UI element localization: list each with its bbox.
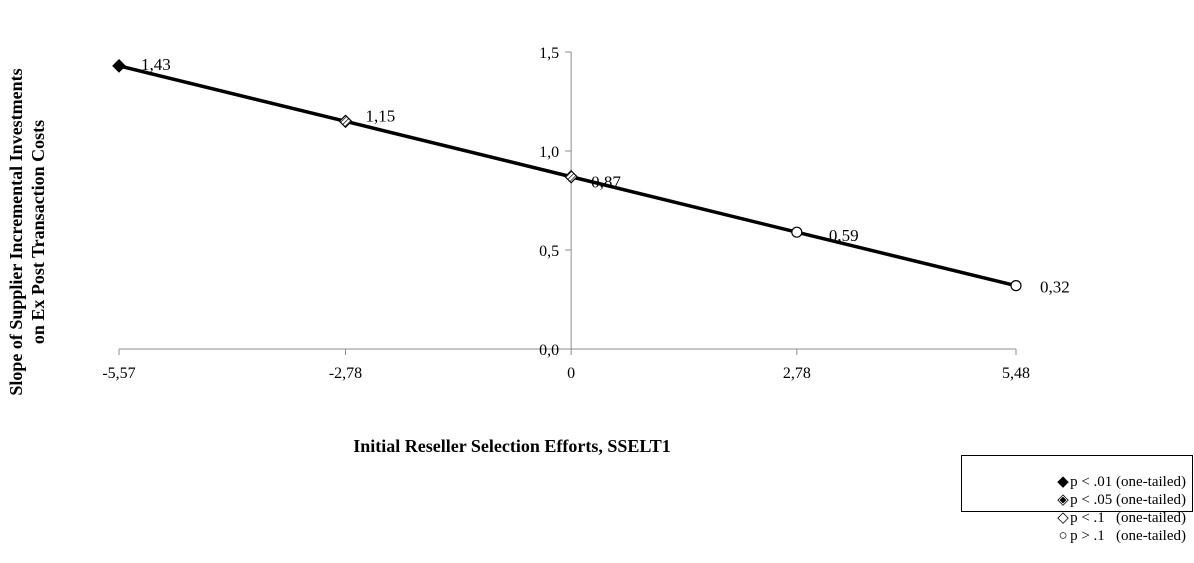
legend-item: ○ p > .1 (one-tailed): [1041, 509, 1186, 563]
legend-label: p < .01 (one-tailed): [1070, 474, 1186, 490]
legend-item: ◈p < .05 (one-tailed): [1041, 473, 1186, 527]
x-tick-label: 0: [567, 365, 575, 382]
data-label: 1,43: [141, 55, 171, 74]
x-tick-label: -5,57: [102, 365, 135, 382]
data-label: 0,32: [1040, 278, 1070, 297]
legend-item: ◆p < .01 (one-tailed): [1041, 455, 1186, 509]
data-point: [112, 59, 126, 73]
x-tick-label: 2,78: [783, 365, 811, 382]
legend-label: p > .1 (one-tailed): [1070, 528, 1186, 544]
data-point: [338, 114, 353, 129]
x-axis-title: Initial Reseller Selection Efforts, SSEL…: [353, 436, 671, 456]
data-label: 0,59: [829, 226, 859, 245]
data-label: 1,15: [365, 106, 395, 125]
y-tick-label: 1,5: [539, 45, 559, 62]
y-axis-title-line-2: on Ex Post Transaction Costs: [28, 120, 48, 344]
y-axis-title: Slope of Supplier Incremental Investment…: [0, 0, 60, 512]
y-tick-label: 0,0: [539, 342, 559, 359]
x-tick-label: -2,78: [329, 365, 362, 382]
data-point: [1010, 280, 1022, 292]
x-tick-label: 5,48: [1002, 365, 1030, 382]
legend-label: p < .05 (one-tailed): [1070, 492, 1186, 508]
chart-plot: -5,57 -2,78 0 2,78 5,48 0,0 0,5 1,0 1,5 1,43 1,15…: [102, 45, 1070, 456]
y-tick-label: 0,5: [539, 243, 559, 260]
y-axis-title-line-1: Slope of Supplier Incremental Investment…: [6, 68, 26, 395]
patterned-diamond-icon: ◈: [1057, 492, 1069, 508]
y-tick-label: 1,0: [539, 144, 559, 161]
open-circle-icon: ○: [1058, 528, 1068, 544]
legend: ◆p < .01 (one-tailed) ◈p < .05 (one-tail…: [961, 455, 1193, 544]
data-point: [564, 169, 579, 184]
data-label: 0,87: [591, 173, 621, 192]
filled-diamond-icon: ◆: [1057, 474, 1069, 490]
data-point: [791, 226, 803, 238]
